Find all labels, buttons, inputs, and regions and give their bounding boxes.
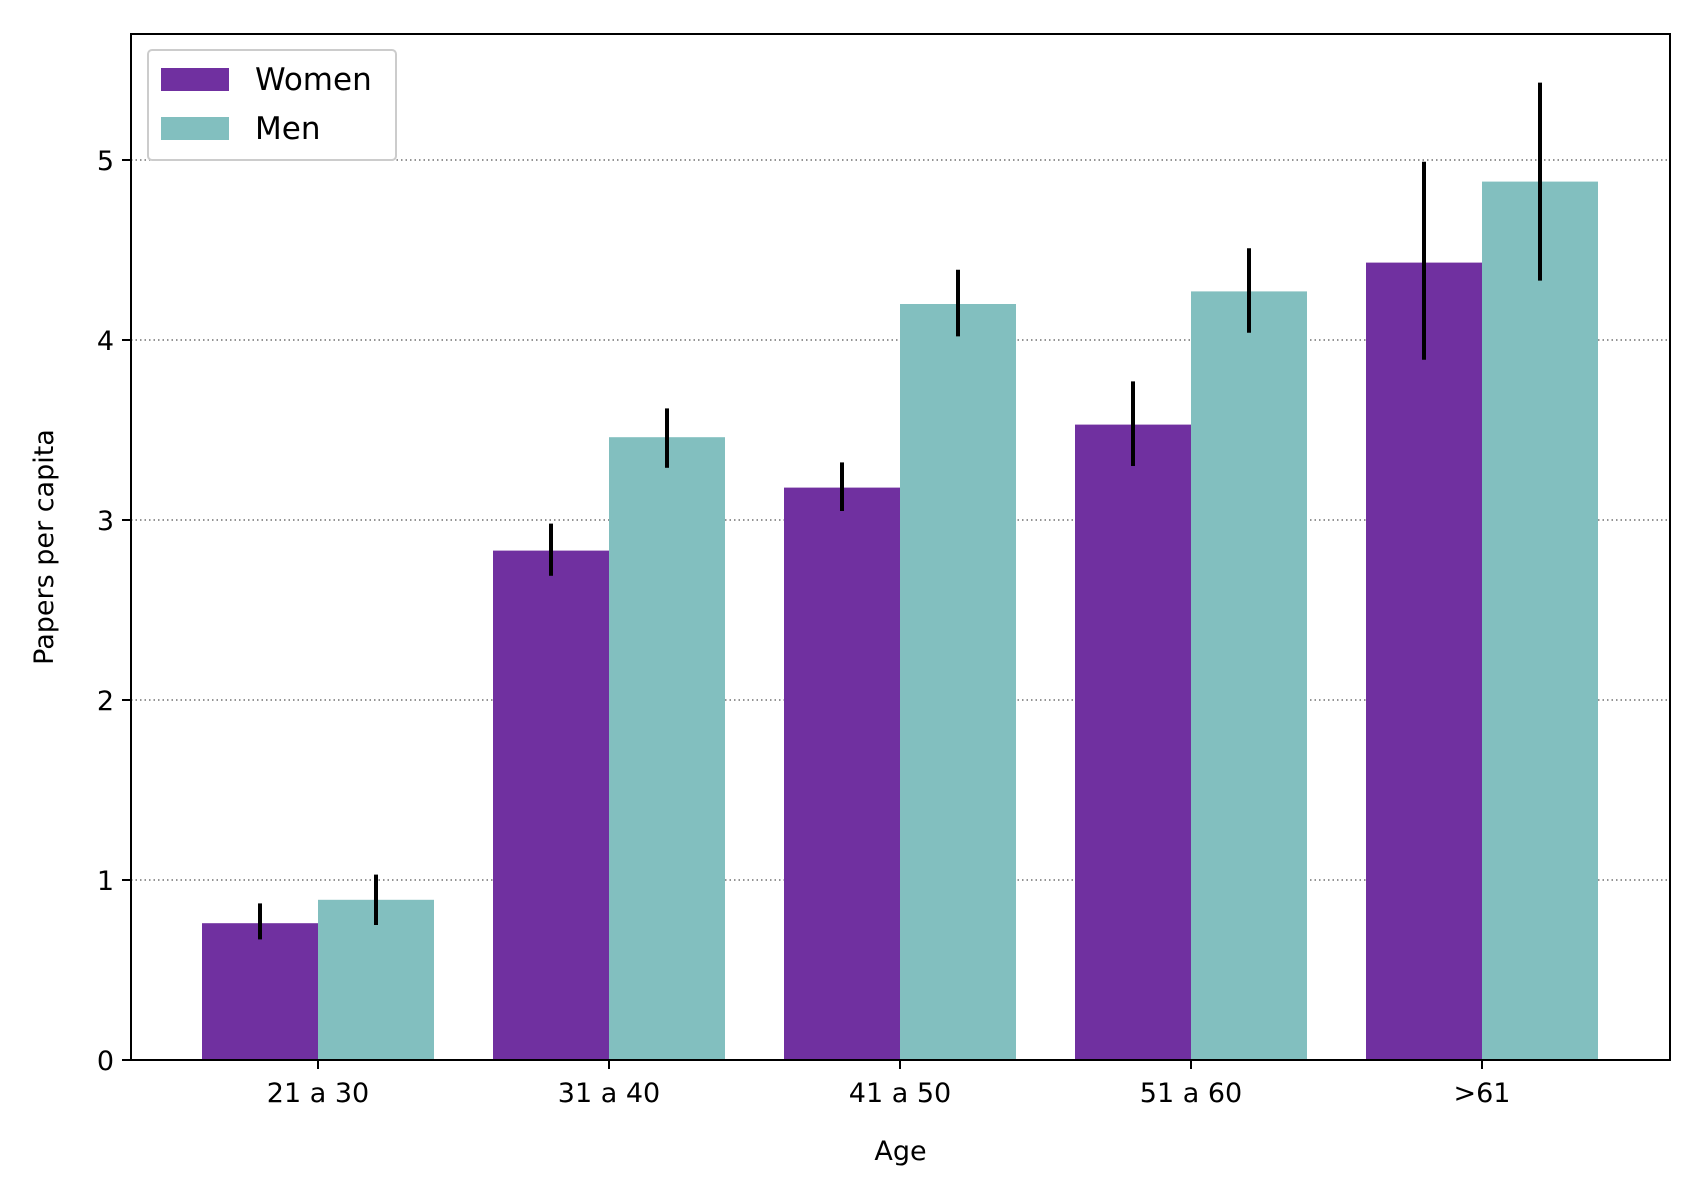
bar-men (900, 304, 1016, 1060)
y-tick-label: 3 (97, 506, 114, 537)
x-axis-label: Age (874, 1136, 926, 1167)
x-axis-ticks: 21 a 30 31 a 40 41 a 50 51 a 60 >61 (267, 1060, 1511, 1109)
bar-men (1191, 291, 1307, 1060)
y-tick-label: 0 (97, 1046, 114, 1077)
x-tick-label: 51 a 60 (1140, 1078, 1242, 1109)
bar-women (1366, 262, 1482, 1061)
x-tick-label: >61 (1454, 1078, 1511, 1109)
bar-men (609, 437, 725, 1060)
legend-label-men: Men (255, 111, 320, 147)
bar-women (202, 923, 318, 1060)
y-tick-label: 1 (97, 866, 114, 897)
x-tick-label: 41 a 50 (849, 1078, 951, 1109)
x-tick-label: 21 a 30 (267, 1078, 369, 1109)
legend-swatch-men (161, 117, 229, 140)
legend: Women Men (147, 49, 397, 161)
bar-women (784, 487, 900, 1061)
y-tick-label: 5 (97, 146, 114, 177)
legend-swatch-women (161, 68, 229, 91)
bar-women (493, 550, 609, 1060)
bar-women (1075, 424, 1191, 1061)
bar-men (318, 899, 434, 1060)
x-tick-label: 31 a 40 (558, 1078, 660, 1109)
bar-men (1482, 181, 1598, 1061)
y-axis-ticks: 0 1 2 3 4 5 (97, 146, 131, 1077)
legend-label-women: Women (255, 62, 372, 98)
bars (202, 181, 1598, 1061)
y-tick-label: 4 (97, 326, 114, 357)
y-axis-label: Papers per capita (29, 429, 60, 665)
y-tick-label: 2 (97, 686, 114, 717)
error-bars (258, 82, 1542, 940)
